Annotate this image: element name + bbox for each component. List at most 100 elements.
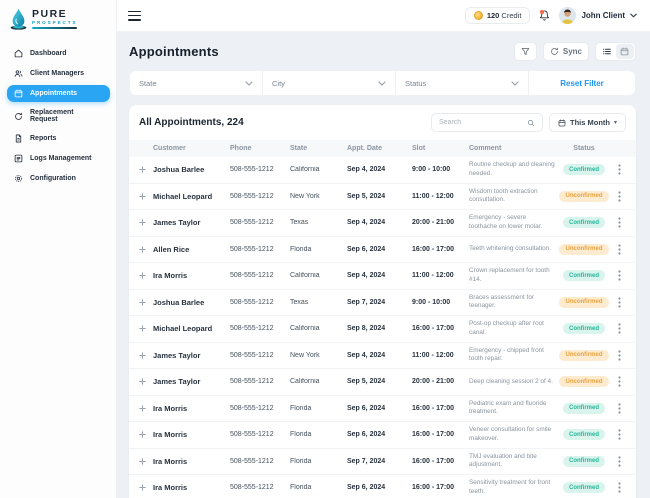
sidebar-item-label: Replacement Request bbox=[30, 109, 74, 123]
city-filter-dropdown[interactable]: City bbox=[263, 71, 396, 95]
user-menu[interactable]: John Client bbox=[559, 7, 637, 24]
expand-row-button[interactable] bbox=[139, 219, 151, 227]
comment-cell: Emergency - chipped front tooth repair. bbox=[469, 346, 544, 363]
sidebar-item-configuration[interactable]: Configuration bbox=[7, 170, 110, 187]
sidebar-item-logs-management[interactable]: Logs Management bbox=[7, 150, 110, 167]
credit-value: 120 bbox=[486, 11, 500, 20]
filter-button[interactable] bbox=[513, 42, 537, 61]
sidebar-item-appointments[interactable]: Appointments bbox=[7, 85, 110, 102]
sync-icon bbox=[551, 47, 558, 55]
status-filter-dropdown[interactable]: Status bbox=[396, 71, 529, 95]
credit-button[interactable]: 120 Credit bbox=[464, 7, 531, 24]
search-input[interactable] bbox=[438, 119, 523, 126]
expand-row-button[interactable] bbox=[139, 378, 151, 386]
slot-cell: 9:00 - 10:00 bbox=[412, 298, 451, 306]
expand-row-button[interactable] bbox=[139, 404, 151, 412]
customer-cell: Ira Morris bbox=[153, 456, 188, 466]
kebab-menu-icon bbox=[617, 350, 621, 361]
main-area: 120 Credit John Client Appointments bbox=[117, 0, 650, 498]
customer-cell: Michael Leopard bbox=[153, 191, 213, 201]
row-menu-button[interactable] bbox=[612, 191, 626, 202]
home-icon bbox=[14, 49, 23, 58]
row-menu-button[interactable] bbox=[612, 350, 626, 361]
page-title: Appointments bbox=[129, 44, 219, 59]
kebab-menu-icon bbox=[617, 217, 621, 228]
expand-row-button[interactable] bbox=[139, 457, 151, 465]
expand-row-button[interactable] bbox=[139, 166, 151, 174]
expand-row-button[interactable] bbox=[139, 298, 151, 306]
caret-down-icon: ▾ bbox=[613, 120, 617, 126]
comment-cell: Wisdom tooth extraction consultation. bbox=[469, 187, 538, 204]
appt-date-cell: Sep 8, 2024 bbox=[347, 325, 386, 333]
customer-cell: Ira Morris bbox=[153, 271, 188, 281]
filter-bar: State City Status Reset Filter bbox=[129, 70, 636, 96]
notification-dot bbox=[540, 10, 544, 14]
expand-row-button[interactable] bbox=[139, 192, 151, 200]
table-body: Joshua Barlee 508-555-1212 California Se… bbox=[129, 157, 636, 498]
sidebar-item-dashboard[interactable]: Dashboard bbox=[7, 45, 110, 62]
hamburger-menu-icon[interactable] bbox=[128, 10, 141, 21]
sidebar-item-client-managers[interactable]: Client Managers bbox=[7, 65, 110, 82]
state-cell: Florida bbox=[290, 457, 312, 465]
sidebar-item-replacement-request[interactable]: Replacement Request bbox=[7, 105, 110, 127]
row-menu-button[interactable] bbox=[612, 429, 626, 440]
app-logo: PURE PROSPECTS bbox=[0, 0, 116, 36]
plus-icon bbox=[139, 378, 146, 386]
reset-filter-button[interactable]: Reset Filter bbox=[529, 71, 635, 95]
table-row: Ira Morris 508-555-1212 Florida Sep 6, 2… bbox=[129, 396, 636, 422]
users-icon bbox=[14, 69, 23, 78]
expand-row-button[interactable] bbox=[139, 351, 151, 359]
expand-row-button[interactable] bbox=[139, 272, 151, 280]
customer-cell: Allen Rice bbox=[153, 244, 190, 254]
row-menu-button[interactable] bbox=[612, 323, 626, 334]
expand-row-button[interactable] bbox=[139, 431, 151, 439]
state-filter-dropdown[interactable]: State bbox=[130, 71, 263, 95]
refresh-icon bbox=[14, 112, 23, 121]
notifications-button[interactable] bbox=[539, 10, 550, 21]
status-badge: Confirmed bbox=[563, 429, 605, 441]
kebab-menu-icon bbox=[617, 191, 621, 202]
row-menu-button[interactable] bbox=[612, 217, 626, 228]
phone-cell: 508-555-1212 bbox=[230, 457, 274, 465]
comment-cell: Pediatric exam and fluoride treatment. bbox=[469, 399, 547, 416]
expand-row-button[interactable] bbox=[139, 484, 151, 492]
row-menu-button[interactable] bbox=[612, 482, 626, 493]
row-menu-button[interactable] bbox=[612, 297, 626, 308]
sidebar-item-reports[interactable]: Reports bbox=[7, 130, 110, 147]
row-menu-button[interactable] bbox=[612, 164, 626, 175]
list-view-button[interactable] bbox=[598, 44, 616, 59]
row-menu-button[interactable] bbox=[612, 270, 626, 281]
calendar-view-icon bbox=[620, 47, 629, 56]
search-icon bbox=[527, 119, 535, 126]
row-menu-button[interactable] bbox=[612, 456, 626, 467]
appt-date-cell: Sep 4, 2024 bbox=[347, 351, 386, 359]
row-menu-button[interactable] bbox=[612, 244, 626, 255]
slot-cell: 20:00 - 21:00 bbox=[412, 378, 455, 386]
appt-date-cell: Sep 4, 2024 bbox=[347, 272, 386, 280]
row-menu-button[interactable] bbox=[612, 376, 626, 387]
phone-cell: 508-555-1212 bbox=[230, 272, 274, 280]
phone-cell: 508-555-1212 bbox=[230, 404, 274, 412]
period-dropdown[interactable]: This Month ▾ bbox=[548, 113, 626, 132]
status-badge: Confirmed bbox=[563, 455, 605, 467]
comment-cell: Post-op checkup after root canal. bbox=[469, 320, 544, 336]
table-row: Ira Morris 508-555-1212 Florida Sep 7, 2… bbox=[129, 449, 636, 475]
app-name: PURE bbox=[32, 7, 68, 20]
topbar: 120 Credit John Client bbox=[117, 0, 650, 32]
slot-cell: 16:00 - 17:00 bbox=[412, 404, 455, 412]
list-title: All Appointments, 224 bbox=[139, 117, 244, 128]
row-menu-button[interactable] bbox=[612, 403, 626, 414]
customer-cell: Joshua Barlee bbox=[153, 297, 205, 307]
status-badge: Confirmed bbox=[563, 323, 605, 335]
sync-button[interactable]: Sync bbox=[542, 42, 589, 61]
plus-icon bbox=[139, 457, 146, 465]
expand-row-button[interactable] bbox=[139, 325, 151, 333]
expand-row-button[interactable] bbox=[139, 245, 151, 253]
appt-date-cell: Sep 7, 2024 bbox=[347, 298, 386, 306]
calendar-view-button[interactable] bbox=[615, 44, 634, 59]
table-row: James Taylor 508-555-1212 New York Sep 4… bbox=[129, 343, 636, 369]
kebab-menu-icon bbox=[617, 456, 621, 467]
appt-date-cell: Sep 4, 2024 bbox=[347, 166, 386, 174]
plus-icon bbox=[139, 351, 146, 359]
column-header: Slot bbox=[412, 145, 426, 152]
